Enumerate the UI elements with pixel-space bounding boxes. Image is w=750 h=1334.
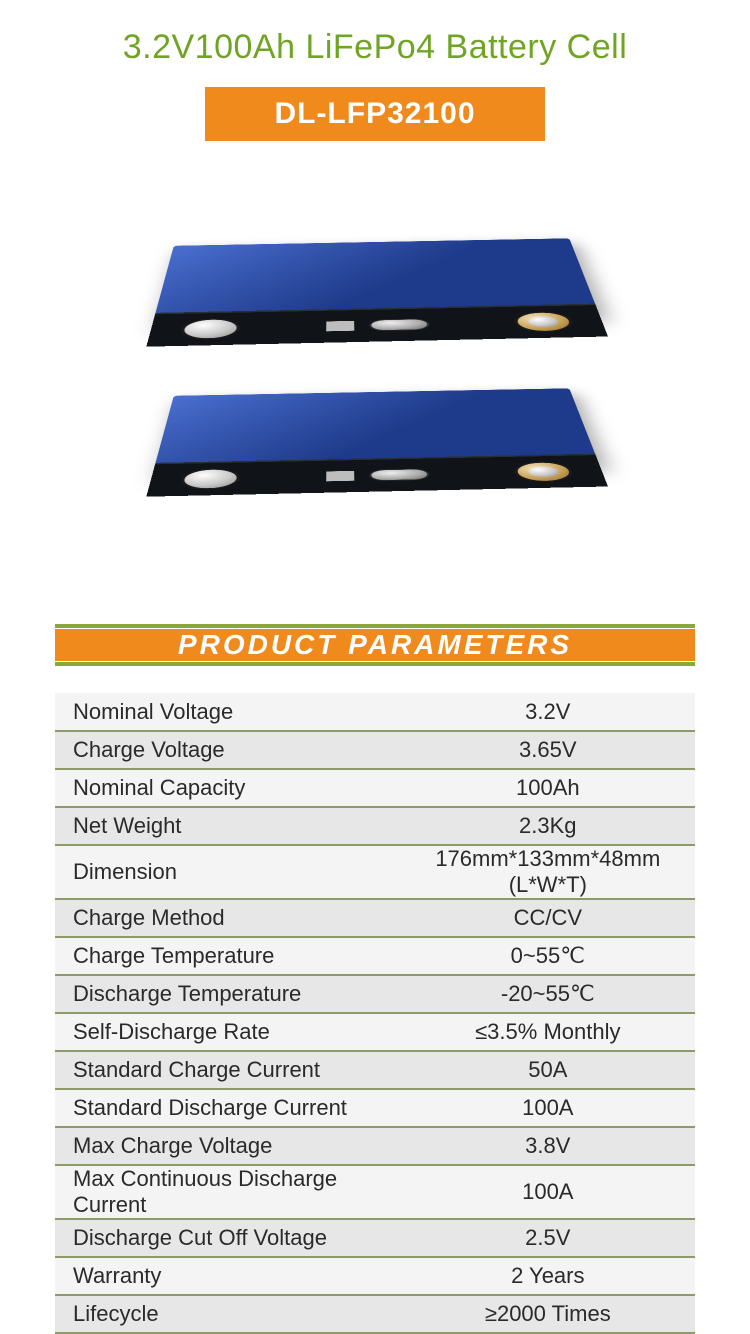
table-row: Max Continuous Discharge Current100A: [55, 1165, 695, 1219]
param-key: Max Continuous Discharge Current: [55, 1165, 401, 1219]
qr-icon: [326, 471, 354, 481]
battery-cell-top-face: [146, 304, 608, 347]
table-row: Discharge Temperature-20~55℃: [55, 975, 695, 1013]
param-key: Charge Temperature: [55, 937, 401, 975]
param-key: Discharge Temperature: [55, 975, 401, 1013]
param-value: 0~55℃: [401, 937, 695, 975]
table-row: Dimension176mm*133mm*48mm (L*W*T): [55, 845, 695, 899]
table-row: Charge Temperature0~55℃: [55, 937, 695, 975]
param-value: ≥2000 Times: [401, 1295, 695, 1333]
param-key: Warranty: [55, 1257, 401, 1295]
table-row: Nominal Voltage3.2V: [55, 693, 695, 731]
param-key: Max Charge Voltage: [55, 1127, 401, 1165]
param-key: Standard Charge Current: [55, 1051, 401, 1089]
section-stripe-bottom: [55, 662, 695, 666]
table-row: Max Charge Voltage3.8V: [55, 1127, 695, 1165]
param-value: 176mm*133mm*48mm (L*W*T): [401, 845, 695, 899]
param-key: Self-Discharge Rate: [55, 1013, 401, 1051]
param-value: 3.8V: [401, 1127, 695, 1165]
model-badge: DL-LFP32100: [205, 87, 545, 141]
vent-icon: [369, 318, 430, 331]
table-row: Warranty2 Years: [55, 1257, 695, 1295]
table-row: Lifecycle≥2000 Times: [55, 1295, 695, 1333]
param-value: 50A: [401, 1051, 695, 1089]
parameters-table-body: Nominal Voltage3.2VCharge Voltage3.65VNo…: [55, 693, 695, 1333]
section-header-label: PRODUCT PARAMETERS: [178, 629, 572, 661]
param-key: Nominal Capacity: [55, 769, 401, 807]
param-value: 100A: [401, 1165, 695, 1219]
section-stripe-top: [55, 624, 695, 628]
parameters-table: Nominal Voltage3.2VCharge Voltage3.65VNo…: [55, 693, 695, 1334]
param-key: Discharge Cut Off Voltage: [55, 1219, 401, 1257]
param-value: 3.2V: [401, 693, 695, 731]
battery-cell-bottom-face: [146, 454, 608, 497]
section-header-bar: PRODUCT PARAMETERS: [55, 621, 695, 669]
param-key: Dimension: [55, 845, 401, 899]
table-row: Discharge Cut Off Voltage2.5V: [55, 1219, 695, 1257]
product-image: [115, 191, 635, 561]
table-row: Standard Charge Current50A: [55, 1051, 695, 1089]
param-key: Charge Method: [55, 899, 401, 937]
battery-cell-bottom: [152, 388, 599, 474]
qr-icon: [326, 321, 354, 331]
param-value: 3.65V: [401, 731, 695, 769]
terminal-positive-icon: [512, 311, 576, 333]
table-row: Charge MethodCC/CV: [55, 899, 695, 937]
page-title: 3.2V100Ah LiFePo4 Battery Cell: [0, 0, 750, 67]
terminal-negative-icon: [179, 318, 241, 340]
param-value: 100Ah: [401, 769, 695, 807]
param-value: CC/CV: [401, 899, 695, 937]
param-value: 2.3Kg: [401, 807, 695, 845]
terminal-negative-icon: [179, 468, 241, 490]
param-value: 100A: [401, 1089, 695, 1127]
param-value: 2.5V: [401, 1219, 695, 1257]
table-row: Standard Discharge Current100A: [55, 1089, 695, 1127]
param-key: Charge Voltage: [55, 731, 401, 769]
param-key: Net Weight: [55, 807, 401, 845]
param-key: Standard Discharge Current: [55, 1089, 401, 1127]
vent-icon: [369, 468, 430, 481]
terminal-positive-icon: [512, 461, 576, 483]
cell-mid-group: [326, 318, 430, 332]
table-row: Nominal Capacity100Ah: [55, 769, 695, 807]
table-row: Charge Voltage3.65V: [55, 731, 695, 769]
param-value: ≤3.5% Monthly: [401, 1013, 695, 1051]
battery-cell-top: [152, 238, 599, 324]
table-row: Self-Discharge Rate≤3.5% Monthly: [55, 1013, 695, 1051]
param-value: -20~55℃: [401, 975, 695, 1013]
param-value: 2 Years: [401, 1257, 695, 1295]
table-row: Net Weight2.3Kg: [55, 807, 695, 845]
cell-mid-group: [326, 468, 430, 482]
param-key: Nominal Voltage: [55, 693, 401, 731]
param-key: Lifecycle: [55, 1295, 401, 1333]
